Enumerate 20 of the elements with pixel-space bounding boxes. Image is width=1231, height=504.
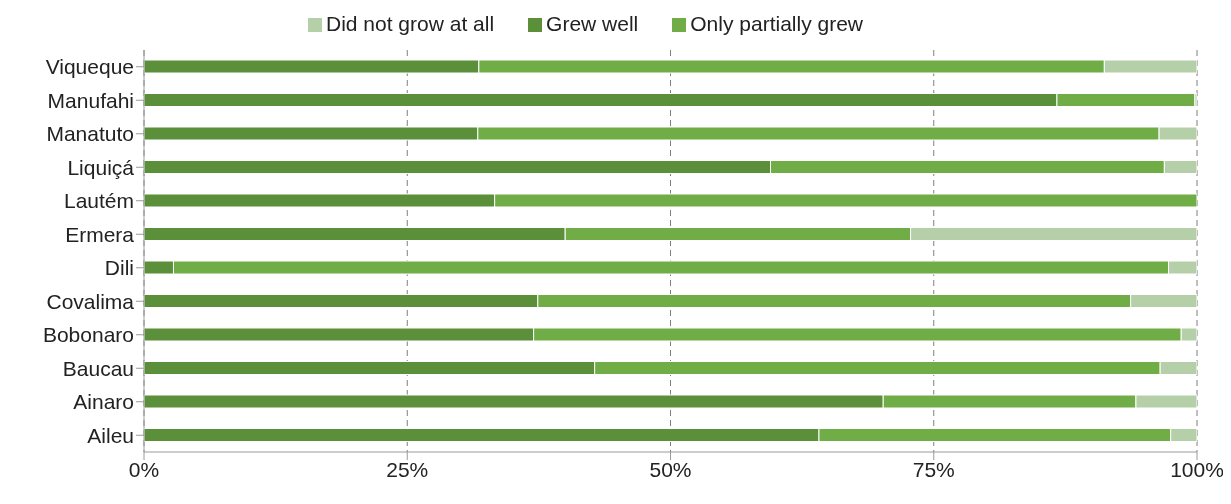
legend-label: Did not grow at all — [325, 12, 495, 35]
x-tick-label: 25% — [386, 457, 429, 481]
y-tick-label: Ermera — [65, 222, 135, 246]
x-tick-label: 75% — [912, 457, 955, 481]
x-tick-label: 100% — [1170, 457, 1224, 481]
y-tick-label: Lautém — [63, 189, 134, 213]
y-tick-label: Dili — [104, 256, 134, 280]
y-tick-label: Bobonaro — [42, 323, 134, 347]
y-tick-label: Covalima — [46, 289, 135, 313]
y-tick-label: Manufahi — [47, 88, 134, 112]
y-tick-label: Liquiçá — [67, 155, 135, 179]
y-tick-label: Aileu — [87, 423, 134, 447]
x-tick-label: 0% — [128, 457, 160, 481]
y-tick-label: Viqueque — [45, 55, 134, 79]
y-tick-label: Manatuto — [46, 122, 134, 146]
legend-label: Grew well — [546, 12, 639, 35]
y-tick-label: Ainaro — [73, 390, 134, 414]
legend-label: Only partially grew — [690, 12, 863, 35]
y-tick-label: Baucau — [62, 356, 134, 380]
x-tick-label: 50% — [649, 457, 692, 481]
